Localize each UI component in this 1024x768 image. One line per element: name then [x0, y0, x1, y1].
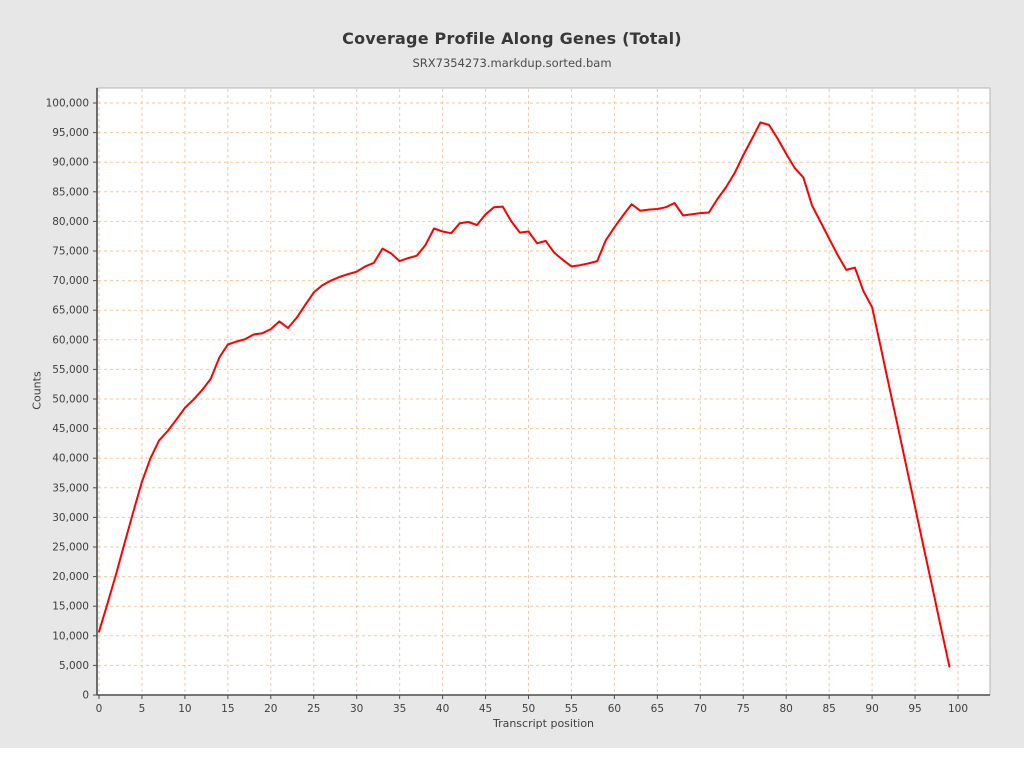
x-tick-label: 65	[651, 703, 664, 715]
x-tick-label: 35	[393, 703, 406, 715]
y-tick-label: 20,000	[52, 571, 89, 583]
x-tick-label: 75	[737, 703, 750, 715]
y-tick-label: 40,000	[52, 453, 89, 465]
y-tick-label: 60,000	[52, 334, 89, 346]
x-tick-label: 45	[479, 703, 492, 715]
page-background-strip	[0, 748, 1024, 768]
y-tick-label: 95,000	[52, 127, 89, 139]
x-tick-label: 0	[96, 703, 103, 715]
x-tick-label: 100	[948, 703, 968, 715]
y-tick-label: 25,000	[52, 542, 89, 554]
chart-subtitle: SRX7354273.markdup.sorted.bam	[412, 56, 612, 70]
x-tick-label: 40	[436, 703, 449, 715]
y-tick-label: 35,000	[52, 482, 89, 494]
y-tick-label: 0	[82, 690, 89, 702]
plot-background	[97, 88, 990, 695]
x-tick-label: 55	[565, 703, 578, 715]
x-tick-label: 15	[221, 703, 234, 715]
x-tick-label: 50	[522, 703, 535, 715]
y-tick-label: 80,000	[52, 216, 89, 228]
y-tick-label: 90,000	[52, 157, 89, 169]
y-tick-label: 75,000	[52, 246, 89, 258]
y-tick-label: 70,000	[52, 275, 89, 287]
line-plot: 0 5,000 10,000 15,000 20,000 25,000 30,000 35,0…	[46, 87, 991, 715]
y-tick-label: 85,000	[52, 186, 89, 198]
y-tick-label: 30,000	[52, 512, 89, 524]
x-tick-label: 85	[822, 703, 835, 715]
x-tick-label: 90	[865, 703, 878, 715]
x-tick-label: 30	[350, 703, 363, 715]
y-tick-label: 100,000	[46, 98, 89, 110]
y-axis-label: Counts	[30, 371, 44, 410]
x-tick-label: 5	[139, 703, 146, 715]
x-tick-label: 20	[264, 703, 277, 715]
chart-title: Coverage Profile Along Genes (Total)	[342, 29, 682, 48]
y-tick-label: 15,000	[52, 601, 89, 613]
y-tick-label: 55,000	[52, 364, 89, 376]
x-tick-label: 60	[608, 703, 621, 715]
y-tick-label: 65,000	[52, 305, 89, 317]
y-tick-label: 50,000	[52, 394, 89, 406]
coverage-line	[98, 121, 951, 668]
x-tick-label: 80	[780, 703, 793, 715]
y-tick-label: 10,000	[52, 630, 89, 642]
x-tick-label: 95	[908, 703, 921, 715]
x-tick-label: 10	[178, 703, 191, 715]
x-tick-label: 25	[307, 703, 320, 715]
y-tick-label: 5,000	[59, 660, 89, 672]
x-tick-label: 70	[694, 703, 707, 715]
x-axis-label: Transcript position	[492, 717, 595, 730]
chart-panel: 0 5,000 10,000 15,000 20,000 25,000 30,000 35,0…	[30, 29, 991, 730]
y-tick-label: 45,000	[52, 423, 89, 435]
